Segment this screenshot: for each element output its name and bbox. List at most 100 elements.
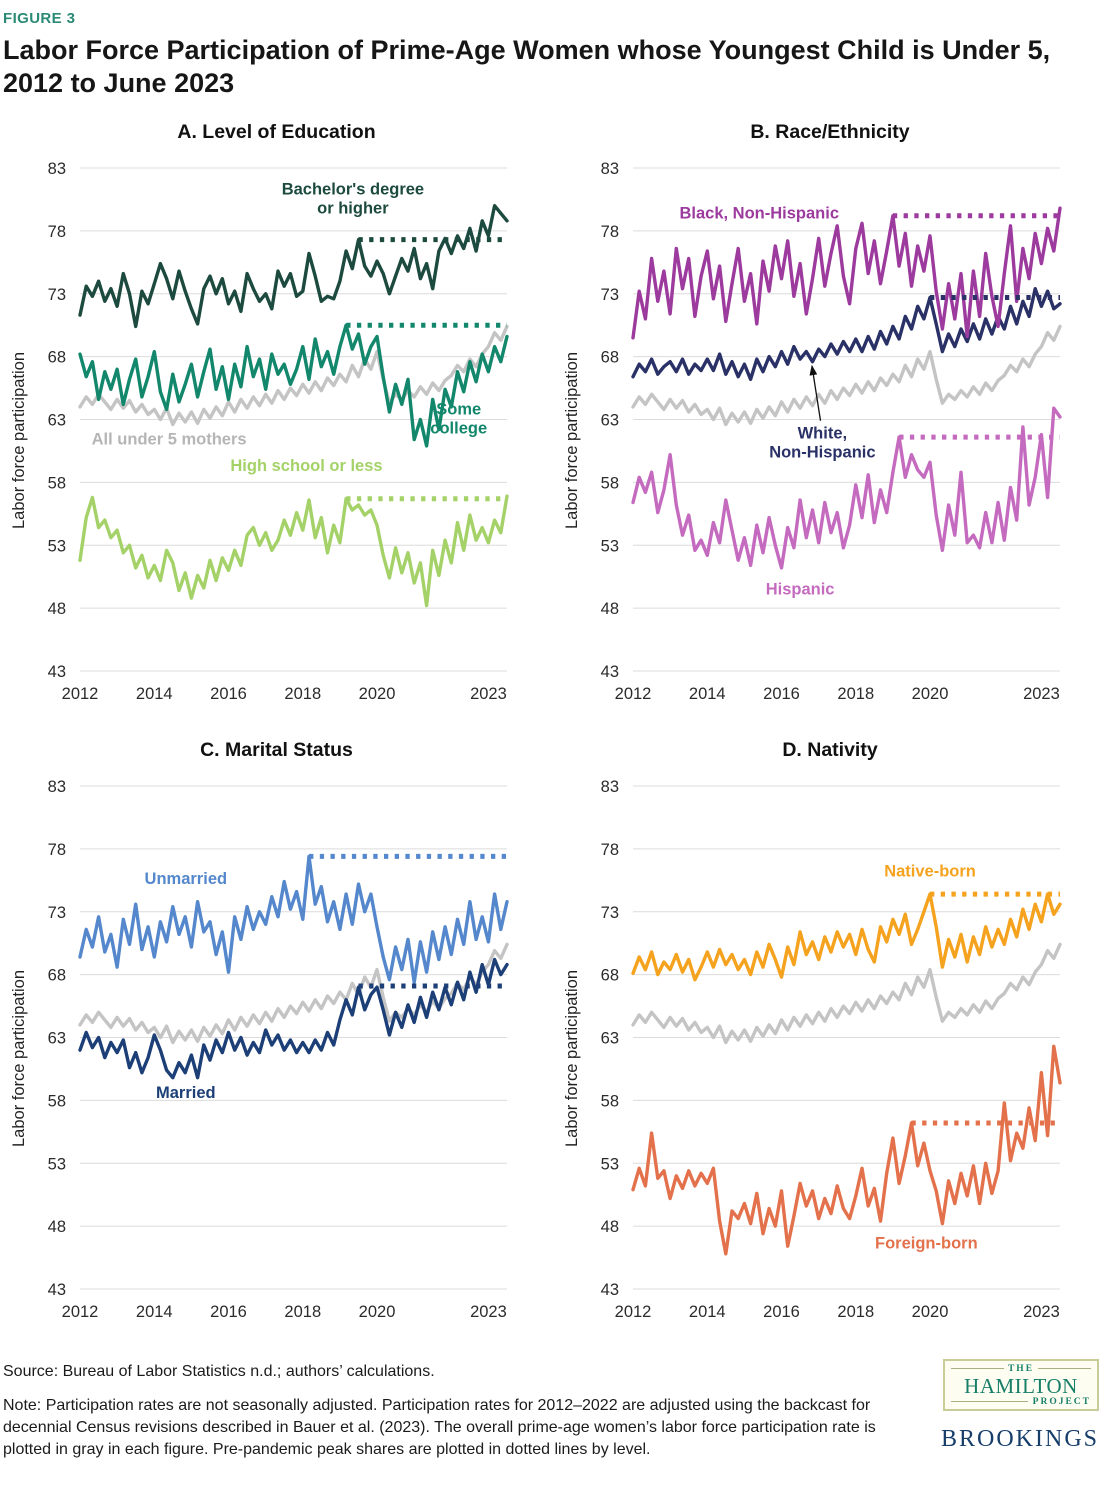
x-tick-2023: 2023	[470, 1303, 507, 1321]
hamilton-project-text: PROJECT	[1032, 1396, 1091, 1407]
series-label-high-school-or-less: High school or less	[230, 457, 382, 475]
series-label-foreign-born: Foreign-born	[875, 1235, 978, 1253]
series-line-white-non-hispanic	[631, 286, 1062, 381]
x-tick-2018: 2018	[837, 685, 874, 703]
y-tick-48: 48	[601, 1218, 619, 1236]
hamilton-the-row: THE	[951, 1364, 1091, 1374]
source-note: Source: Bureau of Labor Statistics n.d.;…	[3, 1362, 435, 1380]
logo-rule-left	[951, 1368, 1004, 1370]
y-tick-58: 58	[601, 1092, 619, 1110]
y-tick-68: 68	[601, 349, 619, 367]
plot-c: 83 78 73 68 63 58 53 48 43 2012 2014 2016 2018 2020 20…	[48, 778, 509, 1321]
y-tick-73: 73	[48, 286, 66, 304]
series-line-unmarried	[78, 854, 509, 984]
y-tick-83: 83	[48, 160, 66, 178]
hamilton-project-row: PROJECT	[951, 1397, 1091, 1407]
series-label-all-under-5-mothers: All under 5 mothers	[92, 431, 247, 449]
y-tick-68: 68	[48, 967, 66, 985]
panel-c-marital-status: C. Marital Status Labor force participat…	[0, 725, 553, 1343]
plot-b: 83 78 73 68 63 58 53 48 43 2012 2014 2016 2018 2020 20…	[601, 160, 1062, 703]
hamilton-the-text: THE	[1007, 1363, 1035, 1374]
y-axis-label: Labor force participation	[563, 969, 581, 1147]
y-tick-68: 68	[601, 967, 619, 985]
series-label-white-non-hispanic: White, Non-Hispanic	[769, 424, 875, 461]
y-tick-83: 83	[601, 160, 619, 178]
series-line-bachelor-s-degree-or-higher	[78, 203, 509, 329]
x-tick-2014: 2014	[689, 1303, 726, 1321]
y-tick-48: 48	[601, 600, 619, 618]
figure-footer: Source: Bureau of Labor Statistics n.d.;…	[0, 1343, 1107, 1461]
page-title: Labor Force Participation of Prime-Age W…	[3, 35, 1051, 99]
panel-b-title: B. Race/Ethnicity	[750, 120, 910, 143]
y-tick-83: 83	[601, 778, 619, 796]
hamilton-project-logo: THE HAMILTON PROJECT	[943, 1358, 1099, 1411]
series-line-native-born	[631, 892, 1062, 982]
y-tick-43: 43	[48, 663, 66, 681]
x-tick-2020: 2020	[359, 1303, 396, 1321]
y-tick-63: 63	[601, 1029, 619, 1047]
annotation-arrow	[809, 364, 822, 421]
plot-a: 83 78 73 68 63 58 53 48 43 2012 2014 2016 2018 2020 20…	[48, 160, 509, 703]
series-line-hispanic	[631, 406, 1062, 570]
series-line-all-under-5-mothers	[631, 942, 1062, 1045]
logo-rule-project	[951, 1401, 1028, 1403]
x-tick-2020: 2020	[912, 1303, 949, 1321]
y-tick-73: 73	[601, 904, 619, 922]
y-tick-63: 63	[601, 411, 619, 429]
panel-d-nativity: D. Nativity Labor force participation 83…	[553, 725, 1107, 1343]
x-tick-2014: 2014	[136, 685, 173, 703]
panel-b-race-ethnicity: B. Race/Ethnicity Labor force participat…	[553, 107, 1107, 725]
series-line-all-under-5-mothers	[78, 324, 509, 427]
x-tick-2020: 2020	[359, 685, 396, 703]
y-axis-label: Labor force participation	[10, 351, 28, 529]
methodology-note: Note: Participation rates are not season…	[3, 1396, 876, 1459]
series-label-black-non-hispanic: Black, Non-Hispanic	[679, 204, 839, 222]
series-label-native-born: Native-born	[884, 862, 976, 880]
hamilton-name-text: HAMILTON	[964, 1373, 1078, 1398]
x-tick-2012: 2012	[615, 1303, 652, 1321]
y-tick-63: 63	[48, 1029, 66, 1047]
gridlines	[633, 785, 1060, 1290]
logo-rule-right	[1038, 1368, 1091, 1370]
x-tick-2023: 2023	[1023, 685, 1060, 703]
x-tick-2016: 2016	[763, 685, 800, 703]
x-tick-2016: 2016	[763, 1303, 800, 1321]
y-tick-53: 53	[601, 1155, 619, 1173]
y-tick-48: 48	[48, 600, 66, 618]
gridlines	[80, 785, 507, 1290]
y-axis-label: Labor force participation	[563, 351, 581, 529]
series-line-some-college	[78, 323, 509, 448]
figure-header: FIGURE 3 Labor Force Participation of Pr…	[0, 0, 1107, 101]
panel-d-title: D. Nativity	[782, 738, 878, 761]
gridlines	[633, 167, 1060, 672]
series-line-high-school-or-less	[78, 494, 509, 608]
panel-a-title: A. Level of Education	[177, 120, 376, 143]
x-tick-2023: 2023	[1023, 1303, 1060, 1321]
y-tick-43: 43	[601, 663, 619, 681]
x-tick-2018: 2018	[284, 1303, 321, 1321]
y-tick-83: 83	[48, 778, 66, 796]
series-label-unmarried: Unmarried	[145, 870, 228, 888]
x-tick-2020: 2020	[912, 685, 949, 703]
y-tick-53: 53	[601, 537, 619, 555]
series-line-black-non-hispanic	[631, 206, 1062, 340]
y-tick-63: 63	[48, 411, 66, 429]
y-tick-73: 73	[601, 286, 619, 304]
series-label-some-college: Some college	[430, 400, 487, 437]
y-axis-label: Labor force participation	[10, 969, 28, 1147]
x-tick-2018: 2018	[837, 1303, 874, 1321]
y-tick-68: 68	[48, 349, 66, 367]
x-tick-2012: 2012	[615, 685, 652, 703]
panel-a-level-of-education: A. Level of Education Labor force partic…	[0, 107, 553, 725]
y-tick-78: 78	[601, 223, 619, 241]
series-line-foreign-born	[631, 1044, 1062, 1256]
y-tick-58: 58	[48, 1092, 66, 1110]
series-label-married: Married	[156, 1084, 216, 1102]
y-tick-58: 58	[48, 474, 66, 492]
panels-grid: A. Level of Education Labor force partic…	[0, 107, 1107, 1343]
x-tick-2014: 2014	[689, 685, 726, 703]
brookings-logo: BROOKINGS	[940, 1425, 1099, 1452]
y-tick-48: 48	[48, 1218, 66, 1236]
plot-d: 83 78 73 68 63 58 53 48 43 2012 2014 2016 2018 2020 20…	[601, 778, 1062, 1321]
